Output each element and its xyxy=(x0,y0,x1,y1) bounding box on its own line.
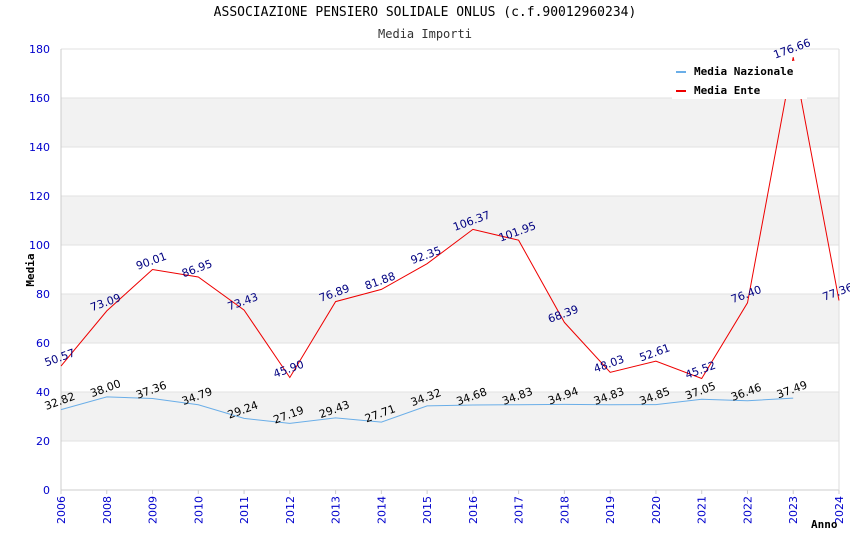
data-label: 81.88 xyxy=(363,270,397,293)
legend-box xyxy=(672,61,807,99)
x-tick-label: 2015 xyxy=(421,496,434,524)
legend-label: Media Ente xyxy=(694,84,761,97)
chart-title: ASSOCIAZIONE PENSIERO SOLIDALE ONLUS (c.… xyxy=(213,5,637,20)
x-tick-label: 2014 xyxy=(375,496,388,524)
axes xyxy=(60,49,840,494)
x-tick-label: 2022 xyxy=(741,496,754,524)
x-tick-label: 2018 xyxy=(558,496,571,524)
data-label: 45.90 xyxy=(272,358,306,381)
y-tick-label: 120 xyxy=(29,190,50,203)
y-tick-label: 80 xyxy=(36,288,50,301)
y-tick-label: 0 xyxy=(43,484,50,497)
x-tick-label: 2006 xyxy=(55,496,68,524)
y-tick-label: 20 xyxy=(36,435,50,448)
x-tick-label: 2013 xyxy=(330,496,343,524)
y-tick-label: 40 xyxy=(36,386,50,399)
x-tick-label: 2019 xyxy=(604,496,617,524)
x-tick-label: 2017 xyxy=(513,496,526,524)
series-lines xyxy=(60,57,840,424)
legend: Media Nazionale Media Ente xyxy=(672,61,807,99)
y-tick-label: 60 xyxy=(36,337,50,350)
x-tick-label: 2009 xyxy=(147,496,160,524)
x-tick-labels: 2006 2008 2009 2010 2011 2012 2013 2014 2015 2016… xyxy=(55,496,846,524)
y-axis-label: Media xyxy=(24,253,37,286)
data-label: 92.35 xyxy=(409,244,443,267)
plot-band xyxy=(61,98,839,147)
x-tick-label: 2023 xyxy=(787,496,800,524)
x-tick-label: 2011 xyxy=(238,496,251,524)
chart-subtitle: Media Importi xyxy=(378,27,472,41)
x-tick-label: 2021 xyxy=(696,496,709,524)
y-tick-labels: 0 20 40 60 80 100 120 140 160 180 xyxy=(29,43,50,497)
x-tick-label: 2016 xyxy=(467,496,480,524)
series-line-media-nazionale xyxy=(60,396,794,424)
x-tick-label: 2010 xyxy=(192,496,205,524)
plot-band xyxy=(61,196,839,245)
data-label: 176.66 xyxy=(772,36,813,61)
data-label: 52.61 xyxy=(638,341,672,364)
data-label: 48.03 xyxy=(592,353,626,376)
series-line-media-ente xyxy=(60,57,840,380)
x-tick-label: 2020 xyxy=(650,496,663,524)
x-tick-label: 2024 xyxy=(833,496,846,524)
y-tick-label: 180 xyxy=(29,43,50,56)
plot-band xyxy=(61,294,839,343)
legend-label: Media Nazionale xyxy=(694,65,794,78)
x-tick-label: 2012 xyxy=(284,496,297,524)
x-tick-label: 2008 xyxy=(101,496,114,524)
data-label: 90.01 xyxy=(134,250,168,273)
y-tick-label: 100 xyxy=(29,239,50,252)
gridlines xyxy=(61,48,839,491)
x-axis-label: Anno xyxy=(811,518,838,531)
y-tick-label: 160 xyxy=(29,92,50,105)
plot-bands xyxy=(61,98,839,441)
plot-band xyxy=(61,392,839,441)
y-tick-label: 140 xyxy=(29,141,50,154)
